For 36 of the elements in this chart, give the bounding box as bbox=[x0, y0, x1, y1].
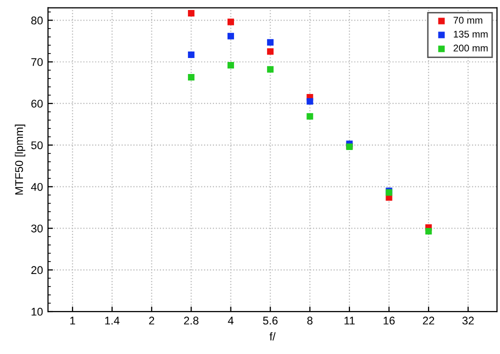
point bbox=[228, 18, 234, 26]
x-tick-label: 1.4 bbox=[105, 316, 120, 324]
x-tick-label: 22 bbox=[422, 316, 434, 324]
legend-label: 200 mm bbox=[454, 44, 488, 52]
x-tick-label: 5.6 bbox=[263, 316, 278, 325]
x-tick-label: 2.8 bbox=[184, 316, 198, 325]
x-axis-title: f/ bbox=[270, 332, 276, 340]
point bbox=[267, 39, 274, 46]
point bbox=[306, 98, 314, 105]
y-tick-label: 60 bbox=[31, 100, 43, 108]
y-tick-label: 50 bbox=[31, 141, 43, 150]
y-tick-label: 20 bbox=[31, 266, 43, 274]
x-tick-label: 1 bbox=[70, 316, 76, 324]
x-tick-label: 4 bbox=[228, 316, 234, 324]
point bbox=[188, 10, 194, 16]
point bbox=[228, 32, 234, 40]
point bbox=[425, 228, 432, 234]
y-tick-label: 40 bbox=[31, 182, 43, 191]
y-tick-label: 80 bbox=[31, 16, 43, 24]
point bbox=[228, 62, 234, 68]
y-axis-title: MTF50 [lpmm] bbox=[14, 124, 26, 195]
point bbox=[267, 48, 274, 55]
x-tick-label: 16 bbox=[384, 316, 395, 325]
point bbox=[188, 52, 194, 58]
y-tick-label: 70 bbox=[31, 58, 43, 66]
point bbox=[188, 74, 194, 81]
point bbox=[267, 66, 274, 73]
y-tick-label: 30 bbox=[31, 224, 43, 232]
legend-label: 135 mm bbox=[454, 30, 488, 38]
legend-label: 70 mm bbox=[454, 16, 482, 24]
x-tick-label: 32 bbox=[462, 316, 474, 325]
y-tick-label: 10 bbox=[32, 308, 43, 316]
x-tick-label: 2 bbox=[149, 316, 154, 324]
x-tick-label: 11 bbox=[344, 316, 355, 324]
point bbox=[306, 113, 314, 120]
x-tick-label: 8 bbox=[307, 316, 312, 325]
